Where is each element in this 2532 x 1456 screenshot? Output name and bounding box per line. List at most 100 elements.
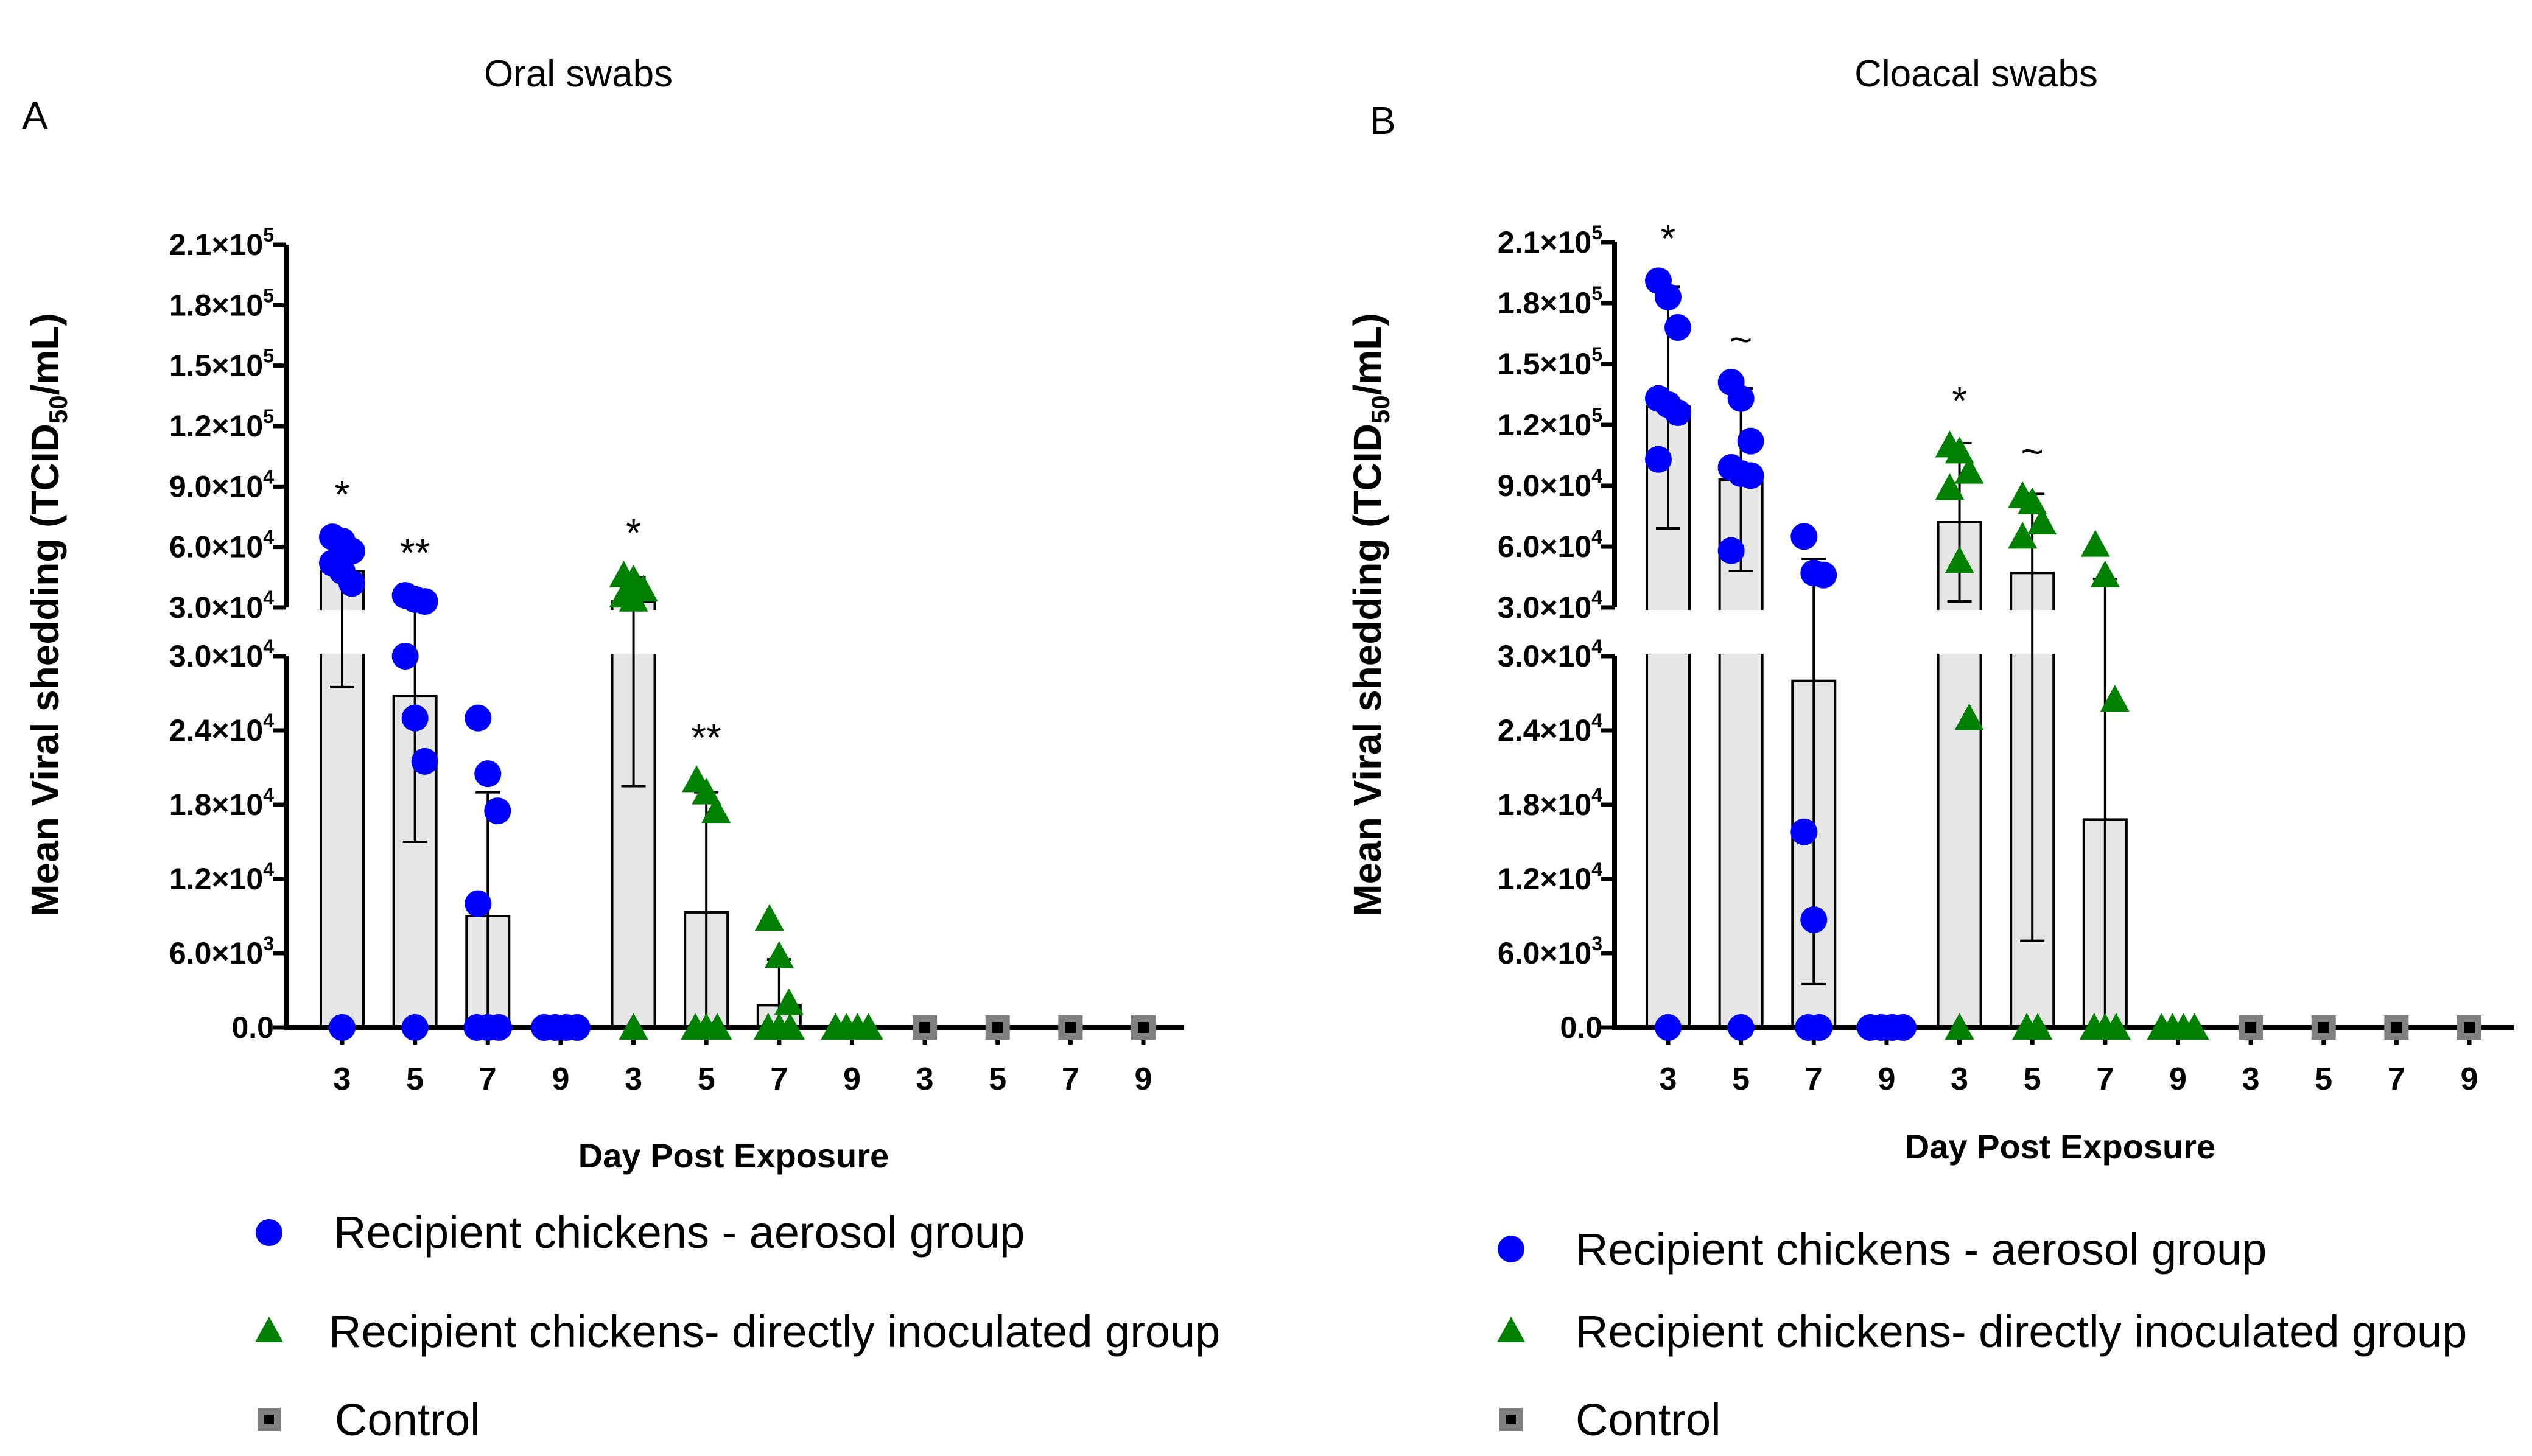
panel-a-point-aerosol-0-5 xyxy=(338,570,365,597)
panel-b-plot: 0.06.0×1031.2×1041.8×1042.4×1043.0×1043.… xyxy=(1498,216,2514,1097)
panel-b-point-aerosol-1-2 xyxy=(1737,427,1764,455)
panel-a-point-aerosol-2-1 xyxy=(474,760,502,788)
legend-b-label-control: Control xyxy=(1576,1395,1721,1445)
panel-b-ylabel-main: Mean Viral shedding (TCID xyxy=(1345,424,1389,917)
panel-a-xtick-label-1: 5 xyxy=(406,1062,424,1097)
panel-a-xtick-label-0: 3 xyxy=(334,1062,351,1097)
panel-b-xtick-label-8: 3 xyxy=(2242,1062,2260,1097)
legend-a: Recipient chickens - aerosol group Recip… xyxy=(255,1207,1220,1445)
panel-a-point-aerosol-2-3 xyxy=(465,890,492,917)
panel-a-xtick-label-4: 3 xyxy=(625,1062,642,1097)
panel-a-ylabel-sub: 50 xyxy=(44,395,72,424)
panel-b-point-direct-7-3 xyxy=(2180,1013,2209,1040)
panel-b-ytick-label-lower-0: 0.0 xyxy=(1560,1010,1602,1045)
panel-b-ytick-exponent-upper-0: 4 xyxy=(1591,587,1602,609)
panel-a-ytick-exponent-upper-2: 4 xyxy=(263,466,274,488)
panel-b-ylabel-end: /mL) xyxy=(1345,313,1389,395)
panel-b-annotation-5: ~ xyxy=(2021,429,2043,473)
legend-b: Recipient chickens - aerosol group Recip… xyxy=(1497,1224,2467,1445)
panel-b-xtick-label-1: 5 xyxy=(1732,1062,1750,1097)
panel-a-ytick-mantissa-upper-6: 2.1×10 xyxy=(169,228,263,262)
legend-a-marker-aerosol xyxy=(256,1219,282,1246)
panel-a-xtick-label-11: 9 xyxy=(1135,1062,1152,1097)
panel-a-xlabel: Day Post Exposure xyxy=(578,1136,889,1175)
panel-b-annotation-1: ~ xyxy=(1730,318,1752,362)
panel-a-ytick-mantissa-upper-4: 1.5×10 xyxy=(169,349,263,383)
panel-a-point-direct-4-4 xyxy=(619,584,648,612)
panel-b-point-direct-5-3 xyxy=(2008,522,2038,549)
panel-b-point-control-center-9-0 xyxy=(2318,1022,2329,1033)
panel-a-xtick-label-9: 5 xyxy=(989,1062,1006,1097)
panel-a-point-control-center-11-0 xyxy=(1138,1022,1149,1033)
panel-a-ytick-label-upper-3: 1.2×105 xyxy=(169,405,274,443)
panel-b-xtick-label-7: 9 xyxy=(2169,1062,2187,1097)
panel-a-xtick-label-10: 7 xyxy=(1062,1062,1079,1097)
panel-a-ytick-label-upper-4: 1.5×105 xyxy=(169,345,274,383)
panel-a-ytick-exponent-upper-5: 5 xyxy=(263,284,274,306)
panel-b-ytick-exponent-upper-1: 4 xyxy=(1591,526,1602,548)
panel-a-ytick-label-upper-1: 6.0×104 xyxy=(169,527,274,564)
panel-b-point-aerosol-0-1 xyxy=(1655,284,1682,310)
panel-b-point-direct-6-1 xyxy=(2090,560,2120,587)
panel-a-ytick-exponent-upper-3: 5 xyxy=(263,405,274,427)
panel-b-point-direct-6-0 xyxy=(2080,530,2110,557)
panel-b: B Cloacal swabs Mean Viral shedding (TCI… xyxy=(1345,53,2514,1166)
panel-b-title: Cloacal swabs xyxy=(1854,53,2098,95)
panel-b-point-aerosol-1-1 xyxy=(1727,385,1755,412)
panel-a-ytick-exponent-lower-2: 4 xyxy=(263,858,274,880)
legend-b-label-direct: Recipient chickens- directly inoculated … xyxy=(1576,1306,2467,1357)
panel-a-ytick-mantissa-lower-3: 1.8×10 xyxy=(169,788,263,822)
panel-a-ytick-mantissa-upper-5: 1.8×10 xyxy=(169,288,263,322)
legend-a-label-control: Control xyxy=(335,1395,480,1445)
panel-a-point-direct-6-0 xyxy=(754,904,784,931)
panel-b-point-direct-5-2 xyxy=(2027,508,2057,534)
panel-b-point-aerosol-3-3 xyxy=(1889,1014,1917,1041)
panel-b-point-control-center-8-0 xyxy=(2245,1022,2257,1033)
panel-a-ytick-label-lower-1: 6.0×103 xyxy=(169,933,274,970)
panel-a-point-aerosol-2-2 xyxy=(484,797,511,825)
panel-b-point-direct-6-2 xyxy=(2100,685,2130,712)
panel-a-ylabel-end: /mL) xyxy=(23,313,67,395)
panel-b-ytick-mantissa-lower-3: 1.8×10 xyxy=(1498,788,1591,822)
legend-b-marker-control-center xyxy=(1506,1415,1516,1424)
panel-b-xtick-label-2: 7 xyxy=(1805,1062,1823,1097)
panel-b-point-direct-4-5 xyxy=(1954,703,1984,730)
panel-a-xtick-label-6: 7 xyxy=(770,1062,788,1097)
panel-b-ytick-mantissa-lower-4: 2.4×10 xyxy=(1498,713,1591,747)
panel-b-ytick-exponent-upper-2: 4 xyxy=(1591,465,1602,487)
panel-a-ytick-label-lower-5: 3.0×104 xyxy=(169,635,274,673)
panel-a-point-aerosol-1-3 xyxy=(391,643,419,670)
panel-a-point-aerosol-2-0 xyxy=(465,704,492,732)
panel-b-point-aerosol-2-3 xyxy=(1790,818,1818,845)
panel-a-ytick-exponent-upper-6: 5 xyxy=(263,224,274,246)
panel-a-ytick-label-upper-6: 2.1×105 xyxy=(169,224,274,262)
panel-b-point-aerosol-2-6 xyxy=(1806,1014,1833,1041)
panel-b-xtick-label-10: 7 xyxy=(2388,1062,2405,1097)
panel-a-point-aerosol-3-3 xyxy=(563,1014,591,1041)
legend-b-label-aerosol: Recipient chickens - aerosol group xyxy=(1576,1224,2267,1275)
panel-b-point-control-center-11-0 xyxy=(2464,1022,2475,1033)
panel-a-ytick-label-lower-2: 1.2×104 xyxy=(169,858,274,896)
panel-a: A Oral swabs Mean Viral shedding (TCID50… xyxy=(22,53,1184,1175)
panel-a-title: Oral swabs xyxy=(484,53,673,95)
legend-b-marker-direct xyxy=(1497,1317,1525,1342)
panel-a-ytick-mantissa-upper-0: 3.0×10 xyxy=(169,590,263,625)
panel-a-ytick-label-upper-0: 3.0×104 xyxy=(169,587,274,625)
panel-b-ytick-mantissa-upper-5: 1.8×10 xyxy=(1498,286,1591,320)
panel-b-ylabel-sub: 50 xyxy=(1366,395,1395,424)
panel-b-point-direct-4-3 xyxy=(1935,473,1965,500)
legend-a-label-aerosol: Recipient chickens - aerosol group xyxy=(334,1207,1025,1258)
panel-a-point-aerosol-1-2 xyxy=(411,588,438,615)
panel-b-point-aerosol-0-5 xyxy=(1664,399,1691,426)
panel-b-ytick-mantissa-lower-5: 3.0×10 xyxy=(1498,639,1591,673)
panel-b-xlabel: Day Post Exposure xyxy=(1905,1127,2215,1166)
panel-b-xtick-label-9: 5 xyxy=(2315,1062,2332,1097)
panel-a-ytick-mantissa-lower-0: 0.0 xyxy=(231,1010,274,1045)
panel-b-letter: B xyxy=(1370,99,1396,142)
panel-b-point-direct-4-4 xyxy=(1945,546,1974,573)
panel-a-point-aerosol-1-6 xyxy=(401,1014,429,1041)
panel-b-point-aerosol-2-2 xyxy=(1810,561,1837,589)
panel-b-point-direct-6-5 xyxy=(2101,1013,2131,1040)
panel-b-ytick-label-lower-4: 2.4×104 xyxy=(1498,710,1602,747)
panel-a-annotation-4: * xyxy=(626,511,641,555)
